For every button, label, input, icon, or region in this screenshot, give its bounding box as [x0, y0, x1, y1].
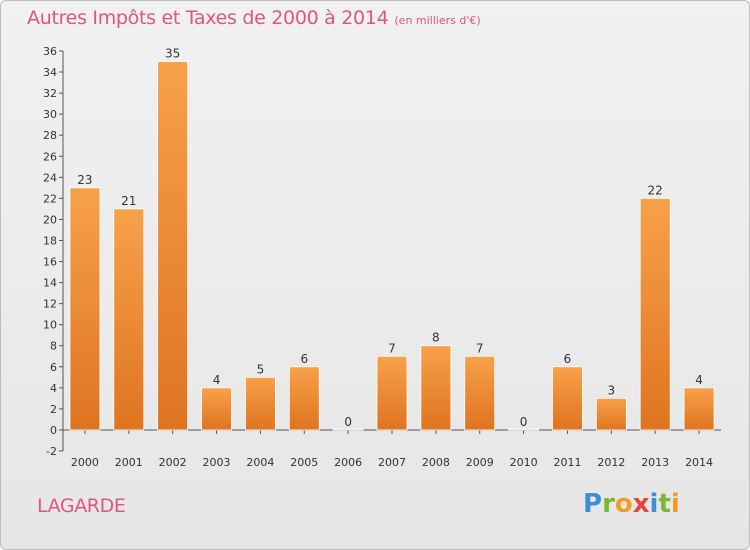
chart-data-labels: 23 21 35 4 5 6 0 7 8 7 0 6 3 22 4: [77, 47, 703, 429]
data-label-2008: 8: [432, 331, 440, 345]
data-label-2010: 0: [520, 415, 528, 429]
x-tick-label: 2001: [115, 456, 143, 469]
data-label-2012: 3: [608, 383, 616, 397]
x-tick-label: 2009: [466, 456, 494, 469]
y-tick-label: 16: [43, 256, 57, 269]
data-label-2000: 23: [77, 173, 92, 187]
data-label-2004: 5: [257, 362, 265, 376]
y-tick-label: 6: [50, 361, 57, 374]
y-tick-label: 10: [43, 319, 57, 332]
x-tick-label: 2005: [290, 456, 318, 469]
x-tick-label: 2006: [334, 456, 362, 469]
data-label-2009: 7: [476, 341, 484, 355]
logo-letter: r: [602, 489, 615, 519]
x-tick-label: 2002: [159, 456, 187, 469]
data-label-2011: 6: [564, 352, 572, 366]
x-tick-label: 2011: [553, 456, 581, 469]
x-tick-label: 2012: [597, 456, 625, 469]
logo-letter: i: [670, 489, 680, 519]
bar-2013: [639, 197, 671, 431]
logo-letter: o: [614, 489, 633, 519]
y-tick-label: 34: [43, 66, 57, 79]
x-tick-label: 2007: [378, 456, 406, 469]
bar-2004: [244, 376, 276, 431]
data-label-2013: 22: [648, 183, 663, 197]
y-tick-label: 8: [50, 340, 57, 353]
data-label-2002: 35: [165, 47, 180, 61]
bar-2003: [201, 387, 232, 431]
bar-2008: [420, 345, 452, 431]
chart-bars: [69, 61, 715, 431]
bar-2009: [464, 355, 496, 431]
y-tick-label: 24: [43, 171, 57, 184]
chart-title: Autres Impôts et Taxes de 2000 à 2014: [27, 7, 389, 29]
x-tick-label: 2010: [510, 456, 538, 469]
x-tick-label: 2013: [641, 456, 669, 469]
y-tick-label: 4: [50, 382, 57, 395]
y-tick-label: 12: [43, 298, 57, 311]
bar-2005: [288, 366, 320, 431]
bar-2000: [69, 187, 101, 431]
proxiti-logo[interactable]: Proxiti: [583, 489, 680, 519]
y-tick-label: 14: [43, 277, 57, 290]
data-label-2007: 7: [388, 341, 396, 355]
data-label-2003: 4: [213, 373, 221, 387]
y-tick-label: 2: [50, 403, 57, 416]
y-tick-label: 30: [43, 108, 57, 121]
y-tick-label: 36: [43, 45, 57, 58]
x-tick-label: 2003: [203, 456, 231, 469]
logo-letter: P: [583, 489, 603, 519]
bar-2007: [376, 355, 408, 431]
y-tick-label: 20: [43, 213, 57, 226]
data-label-2014: 4: [695, 373, 703, 387]
y-tick-label: 22: [43, 192, 57, 205]
bar-2014: [683, 387, 715, 431]
x-tick-label: 2008: [422, 456, 450, 469]
bar-2006: [332, 428, 364, 431]
bar-2001: [113, 208, 145, 431]
logo-letter: t: [658, 489, 671, 519]
data-label-2005: 6: [300, 352, 308, 366]
y-tick-label: 28: [43, 129, 57, 142]
chart-subtitle: (en milliers d'€): [394, 14, 481, 27]
title-row: Autres Impôts et Taxes de 2000 à 2014 (en…: [27, 7, 481, 29]
y-tick-label: 18: [43, 234, 57, 247]
place-name: LAGARDE: [37, 495, 126, 517]
y-tick-label: 26: [43, 150, 57, 163]
x-tick-label: 2014: [685, 456, 713, 469]
data-label-2001: 21: [121, 194, 136, 208]
bar-2012: [595, 397, 627, 431]
bar-2010: [508, 428, 540, 431]
x-tick-label: 2000: [71, 456, 99, 469]
x-tick-label: 2004: [246, 456, 274, 469]
bar-2002: [157, 61, 189, 431]
bar-2011: [552, 366, 583, 431]
y-tick-label: -2: [46, 445, 57, 458]
y-tick-label: 32: [43, 87, 57, 100]
logo-letter: x: [632, 489, 650, 519]
y-tick-label: 0: [50, 424, 57, 437]
logo-letter: i: [649, 489, 659, 519]
data-label-2006: 0: [344, 415, 352, 429]
